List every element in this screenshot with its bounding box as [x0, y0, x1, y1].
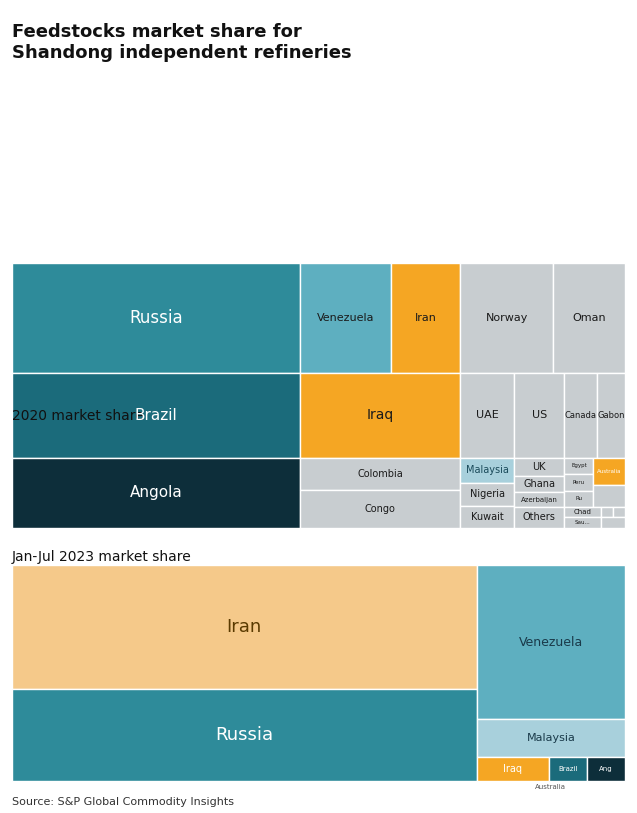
Text: Sau...: Sau...: [575, 520, 590, 525]
Text: Kuwait: Kuwait: [471, 511, 503, 522]
Bar: [564, 490, 594, 507]
Bar: [514, 373, 564, 458]
Bar: [594, 485, 625, 507]
Text: Russia: Russia: [215, 726, 273, 744]
Text: Iran: Iran: [227, 618, 262, 636]
Text: 2020 market share: 2020 market share: [12, 409, 144, 423]
Text: US: US: [531, 411, 547, 420]
Bar: [601, 517, 625, 528]
Text: Malaysia: Malaysia: [526, 733, 575, 743]
Text: Ru: Ru: [575, 496, 582, 502]
Bar: [391, 263, 460, 373]
Bar: [564, 507, 601, 517]
Text: Ang: Ang: [599, 766, 613, 772]
Text: Norway: Norway: [485, 313, 528, 323]
Bar: [460, 506, 514, 528]
Text: UAE: UAE: [476, 411, 498, 420]
Bar: [594, 458, 625, 485]
Bar: [12, 263, 300, 373]
Bar: [12, 689, 476, 781]
Bar: [564, 458, 594, 474]
Bar: [12, 565, 476, 689]
Bar: [12, 373, 300, 458]
Bar: [476, 720, 625, 757]
Text: Nigeria: Nigeria: [469, 489, 505, 499]
Text: Egypt: Egypt: [571, 463, 587, 468]
Text: Iraq: Iraq: [503, 764, 522, 774]
Bar: [514, 476, 564, 492]
Bar: [549, 757, 587, 781]
Bar: [601, 507, 613, 517]
Text: Colombia: Colombia: [357, 469, 403, 479]
Bar: [300, 458, 460, 490]
Bar: [300, 373, 460, 458]
Bar: [460, 458, 514, 483]
Bar: [564, 517, 601, 528]
Bar: [460, 483, 514, 506]
Bar: [300, 490, 460, 528]
Text: Australia: Australia: [535, 784, 566, 790]
Bar: [587, 757, 625, 781]
Text: Jan-Jul 2023 market share: Jan-Jul 2023 market share: [12, 550, 192, 564]
Text: Brazil: Brazil: [134, 408, 178, 423]
Text: Peru: Peru: [573, 480, 585, 485]
Bar: [514, 492, 564, 507]
Text: Canada: Canada: [564, 411, 597, 420]
Text: Others: Others: [523, 512, 555, 523]
Text: Feedstocks market share for
Shandong independent refineries: Feedstocks market share for Shandong ind…: [12, 23, 352, 62]
Bar: [12, 458, 300, 528]
Bar: [514, 458, 564, 476]
Bar: [476, 757, 549, 781]
Text: Congo: Congo: [364, 504, 396, 514]
Text: Venezuela: Venezuela: [317, 313, 374, 323]
Text: Brazil: Brazil: [559, 766, 578, 772]
Text: Iraq: Iraq: [366, 408, 394, 423]
Bar: [514, 507, 564, 528]
Text: Venezuela: Venezuela: [519, 636, 583, 649]
Text: Chad: Chad: [573, 509, 592, 515]
Bar: [460, 263, 554, 373]
Text: Angola: Angola: [130, 485, 182, 500]
Bar: [564, 474, 594, 490]
Bar: [613, 507, 625, 517]
Text: Australia: Australia: [597, 469, 622, 474]
Text: Ghana: Ghana: [523, 480, 555, 489]
Bar: [554, 263, 625, 373]
Text: UK: UK: [533, 462, 546, 472]
Bar: [476, 565, 625, 720]
Bar: [300, 263, 391, 373]
Text: Russia: Russia: [129, 309, 183, 327]
Text: Iran: Iran: [415, 313, 436, 323]
Bar: [460, 373, 514, 458]
Text: Oman: Oman: [572, 313, 606, 323]
Bar: [597, 373, 625, 458]
Text: Azerbaijan: Azerbaijan: [520, 497, 557, 502]
Text: Gabon: Gabon: [597, 411, 625, 420]
Text: Malaysia: Malaysia: [466, 465, 508, 476]
Bar: [564, 373, 597, 458]
Text: Source: S&P Global Commodity Insights: Source: S&P Global Commodity Insights: [12, 797, 234, 807]
